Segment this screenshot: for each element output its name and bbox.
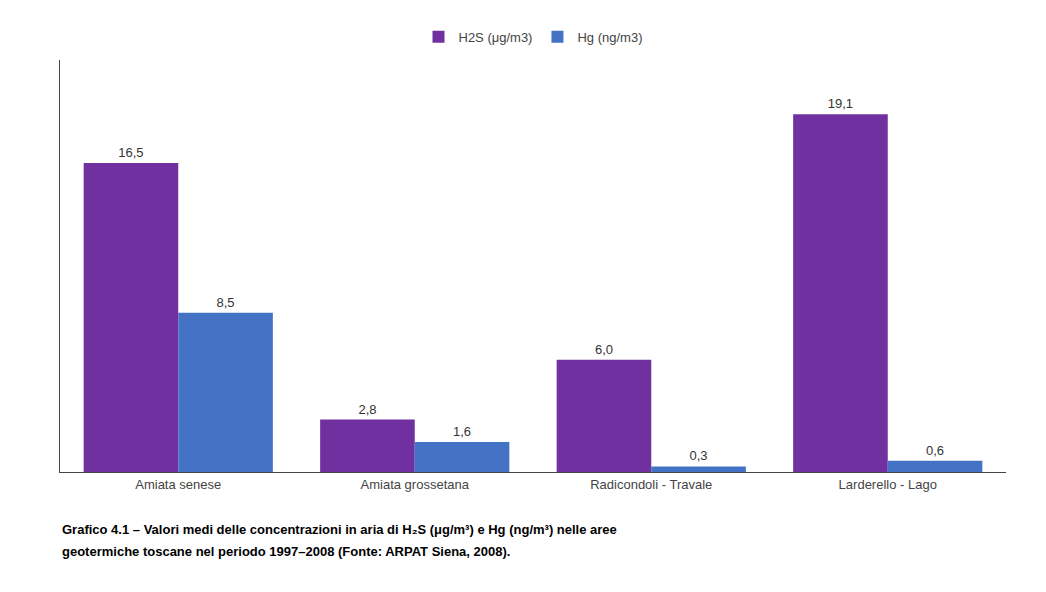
svg-text:19,1: 19,1 bbox=[828, 96, 853, 111]
svg-text:16,5: 16,5 bbox=[118, 145, 143, 160]
svg-text:Amiata senese: Amiata senese bbox=[135, 477, 221, 492]
svg-text:Radicondoli - Travale: Radicondoli - Travale bbox=[590, 477, 712, 492]
svg-text:1,6: 1,6 bbox=[453, 424, 471, 439]
svg-text:2,8: 2,8 bbox=[358, 402, 376, 417]
svg-text:0,6: 0,6 bbox=[926, 443, 944, 458]
svg-text:Amiata grossetana: Amiata grossetana bbox=[361, 477, 470, 492]
svg-text:Larderello - Lago: Larderello - Lago bbox=[839, 477, 937, 492]
svg-text:8,5: 8,5 bbox=[217, 295, 235, 310]
svg-text:H2S (μg/m3): H2S (μg/m3) bbox=[459, 30, 533, 45]
svg-text:Hg (ng/m3): Hg (ng/m3) bbox=[577, 30, 642, 45]
svg-text:6,0: 6,0 bbox=[595, 342, 613, 357]
svg-text:0,3: 0,3 bbox=[690, 448, 708, 463]
svg-text:geotermiche toscane nel period: geotermiche toscane nel periodo 1997–200… bbox=[62, 544, 510, 559]
svg-text:Grafico 4.1 – Valori medi dell: Grafico 4.1 – Valori medi delle concentr… bbox=[62, 522, 617, 537]
